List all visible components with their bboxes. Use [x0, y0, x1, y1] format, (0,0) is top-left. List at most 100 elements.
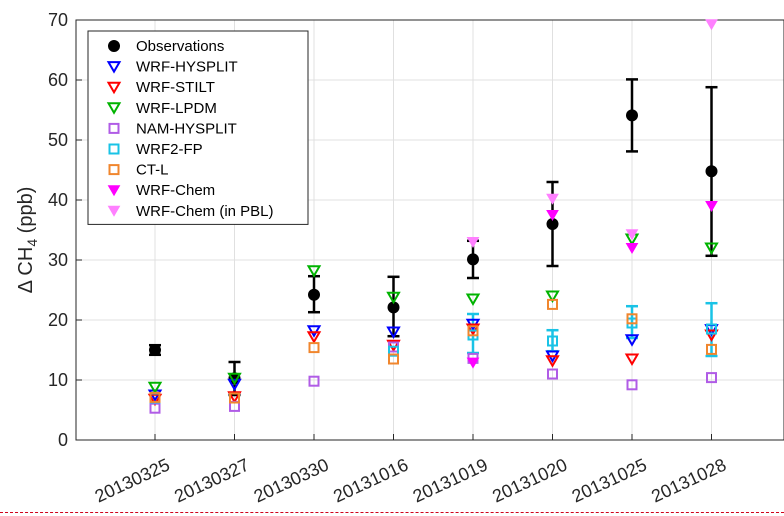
y-tick-label: 70 — [48, 10, 68, 30]
x-tick-label: 20131028 — [648, 455, 729, 507]
data-point — [545, 290, 560, 303]
legend-label: WRF-STILT — [136, 79, 215, 96]
legend-marker — [108, 164, 120, 176]
series-wrf-stilt — [147, 323, 719, 407]
x-tick-label: 20130327 — [171, 455, 252, 507]
x-tick-label: 20131020 — [489, 455, 570, 507]
y-axis-label-subscript: 4 — [24, 239, 40, 247]
error-bars-wrf2-fp — [467, 301, 718, 358]
data-point — [227, 391, 242, 404]
legend-label: WRF-Chem (in PBL) — [136, 203, 274, 220]
legend-entry-ct-l: CT-L — [108, 162, 169, 179]
x-tick-label: 20131025 — [569, 455, 650, 507]
legend-marker — [106, 81, 122, 95]
x-tick-label: 20131016 — [330, 455, 411, 507]
data-point — [388, 353, 399, 365]
y-tick-label: 10 — [48, 370, 68, 390]
data-point — [467, 325, 479, 337]
series-marks — [147, 19, 719, 414]
data-point — [545, 355, 560, 368]
data-point — [547, 335, 558, 347]
data-point — [705, 201, 718, 212]
data-point — [386, 291, 401, 305]
data-point — [704, 329, 719, 342]
y-axis: 0 10 20 30 40 50 60 70 — [48, 10, 82, 450]
data-point — [546, 193, 559, 205]
legend-label: NAM-HYSPLIT — [136, 120, 237, 137]
legend: Observations WRF-HYSPLIT WRF-STILT WRF-LPDM… — [87, 30, 309, 225]
data-point — [547, 298, 558, 310]
legend-entry-wrf-lpdm: WRF-LPDM — [106, 100, 217, 117]
legend-marker — [106, 102, 122, 115]
data-point — [308, 375, 320, 387]
data-point — [465, 323, 481, 336]
legend-label: WRF-HYSPLIT — [136, 59, 238, 76]
legend-label: Observations — [136, 38, 224, 55]
data-point — [465, 293, 481, 306]
data-point — [704, 242, 719, 255]
legend-marker — [107, 205, 121, 217]
legend-label: WRF-LPDM — [136, 100, 217, 117]
series-wrf-chem — [466, 201, 718, 369]
data-point — [308, 342, 320, 354]
data-point — [227, 372, 242, 386]
y-tick-label: 30 — [48, 250, 68, 270]
data-point — [466, 237, 480, 248]
data-point — [625, 229, 639, 241]
legend-marker — [108, 143, 120, 155]
legend-entry-wrf-chem: WRF-Chem — [107, 182, 215, 199]
data-point — [149, 402, 161, 414]
data-point — [546, 210, 559, 221]
data-point — [386, 339, 401, 353]
data-point — [626, 109, 638, 122]
legend-entry-wrf2-fp: WRF2-FP — [108, 141, 203, 158]
data-point — [706, 323, 717, 335]
data-point — [308, 288, 320, 301]
plot-area — [75, 19, 784, 441]
data-point — [306, 325, 322, 338]
data-point — [306, 331, 322, 344]
series-ct-l — [149, 298, 717, 404]
legend-marker — [106, 61, 122, 74]
data-point — [227, 378, 242, 392]
page-divider — [0, 512, 784, 513]
legend-marker — [108, 122, 120, 134]
x-tick-label: 20130325 — [92, 455, 173, 507]
legend-marker — [107, 185, 121, 197]
data-point — [149, 344, 161, 356]
data-point — [149, 391, 161, 403]
x-tick-label: 20131019 — [410, 455, 491, 507]
y-tick-label: 50 — [48, 130, 68, 150]
data-point — [705, 19, 718, 31]
series-wrf-chem-in-pbl — [466, 19, 718, 248]
y-axis-label: Δ CH4 (ppb) — [15, 187, 40, 294]
legend-label: CT-L — [136, 162, 169, 179]
y-tick-label: 60 — [48, 70, 68, 90]
y-tick-label: 0 — [58, 430, 68, 450]
data-point — [547, 368, 558, 380]
data-point — [625, 243, 639, 254]
data-point — [147, 393, 163, 407]
y-axis-label-suffix: (ppb) — [15, 187, 37, 239]
data-point — [306, 265, 322, 278]
data-point — [388, 345, 399, 357]
data-point — [467, 253, 479, 266]
legend-entry-wrf-hysplit: WRF-HYSPLIT — [106, 59, 238, 76]
y-axis-label-prefix: Δ CH — [15, 247, 37, 294]
legend-entry-wrf-stilt: WRF-STILT — [106, 79, 215, 96]
data-point — [229, 392, 240, 404]
data-point — [626, 313, 638, 325]
legend-entry-nam-hysplit: NAM-HYSPLIT — [108, 120, 237, 137]
legend-entry-observations: Observations — [108, 38, 224, 55]
legend-label: WRF2-FP — [136, 141, 203, 158]
x-axis: 2013032520130327201303302013101620131019… — [92, 434, 729, 507]
data-point — [466, 357, 480, 369]
legend-marker — [108, 40, 120, 52]
x-tick-label: 20130330 — [251, 455, 332, 507]
legend-label: WRF-Chem — [136, 182, 215, 199]
legend-box — [87, 30, 309, 225]
data-point — [386, 326, 401, 339]
y-tick-label: 20 — [48, 310, 68, 330]
data-point — [705, 165, 718, 178]
